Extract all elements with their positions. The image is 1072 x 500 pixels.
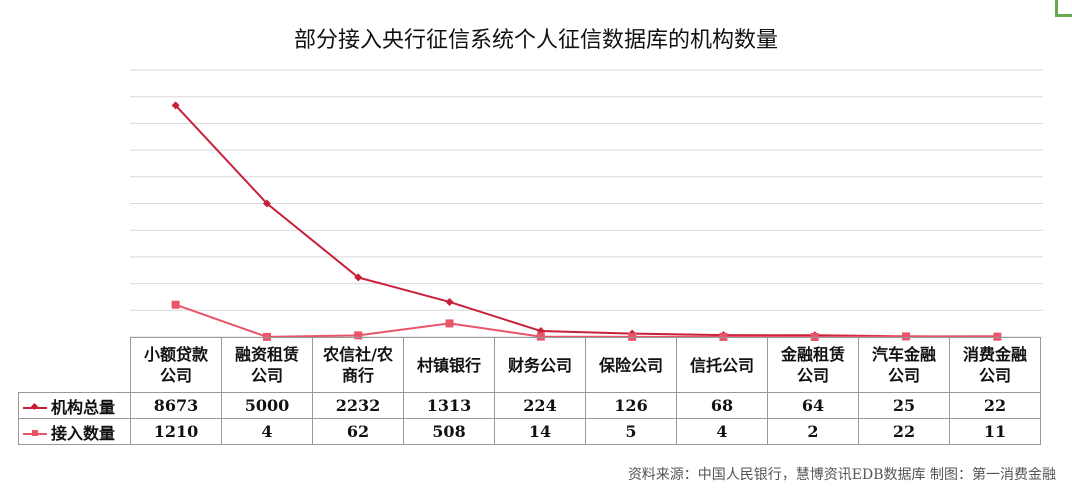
data-value: 224 [494,392,586,419]
data-value: 11 [949,418,1041,445]
series-name: 接入数量 [51,423,116,443]
data-point [628,332,637,341]
series-line-1 [175,303,998,338]
data-point [810,332,819,341]
data-value: 22 [949,392,1041,419]
data-value: 4 [676,418,768,445]
data-point [354,331,363,340]
series-line-0 [174,104,998,338]
category-label-part: 公司 [796,366,829,385]
data-value: 508 [403,418,495,445]
data-value: 2 [767,418,859,445]
data-value: 22 [858,418,950,445]
category-label: 农信社/农商行 [312,337,404,393]
category-label: 财务公司 [494,337,586,393]
data-point [354,273,363,282]
corner-marker [1055,0,1072,17]
category-label-part: 金融租赁 [780,345,845,364]
table-corner [18,337,131,393]
data-value: 25 [858,392,950,419]
category-label-part: 公司 [887,366,920,385]
data-value: 4 [221,418,313,445]
data-point [262,199,271,208]
data-point [902,332,911,341]
chart-title: 部分接入央行征信系统个人征信数据库的机构数量 [293,28,778,53]
data-point [445,319,454,328]
category-label-part: 公司 [250,366,283,385]
category-label: 金融租赁 公司 [767,337,859,393]
data-value: 14 [494,418,586,445]
category-label-part: 消费金融 [962,345,1027,364]
data-point [993,332,1002,341]
legend-line-icon [23,430,47,436]
category-label-part: 小额贷款 [143,345,208,364]
data-value: 126 [585,392,677,419]
category-label: 保险公司 [585,337,677,393]
data-value: 2232 [312,392,404,419]
data-value: 5 [585,418,677,445]
category-label-part: 财务公司 [507,355,572,375]
data-value: 62 [312,418,404,445]
category-label-part: 商行 [341,366,374,385]
category-label: 信托公司 [676,337,768,393]
legend-entry: 接入数量 [18,418,131,445]
data-value: 1210 [130,418,222,445]
data-table: 小额贷款 公司 融资租赁 公司 农信社/农 商行 村镇银行 财务公司 保险公司 信托公司 金融租赁公… [18,337,1041,445]
data-value: 8673 [130,392,222,419]
category-label-part: 公司 [159,366,192,385]
category-label: 汽车金融 公司 [858,337,950,393]
data-point [171,101,180,110]
data-point [719,332,728,341]
data-value: 1313 [403,392,495,419]
data-point [262,332,271,341]
category-label-part: 保险公司 [598,355,663,375]
category-label-part: 公司 [978,366,1011,385]
category-label-part: 农信社/农 [323,345,393,364]
series-name: 机构总量 [51,397,116,417]
category-label-part: 村镇银行 [416,355,481,375]
data-point [171,300,180,309]
data-value: 68 [676,392,768,419]
category-label-part: 信托公司 [689,355,754,375]
category-label: 融资租赁 公司 [221,337,313,393]
source-note: 资料来源：中国人民银行，慧博资讯EDB数据库 制图：第一消费金融 [627,467,1056,483]
category-label: 小额贷款 公司 [130,337,222,393]
data-value: 5000 [221,392,313,419]
category-label: 村镇银行 [403,337,495,393]
data-point [536,332,545,341]
legend-entry: 机构总量 [18,392,131,419]
category-label-part: 融资租赁 [234,345,299,364]
legend-line-icon [23,402,47,411]
data-value: 64 [767,392,859,419]
category-label: 消费金融 公司 [949,337,1041,393]
category-label-part: 汽车金融 [871,345,936,364]
data-point [445,297,454,306]
